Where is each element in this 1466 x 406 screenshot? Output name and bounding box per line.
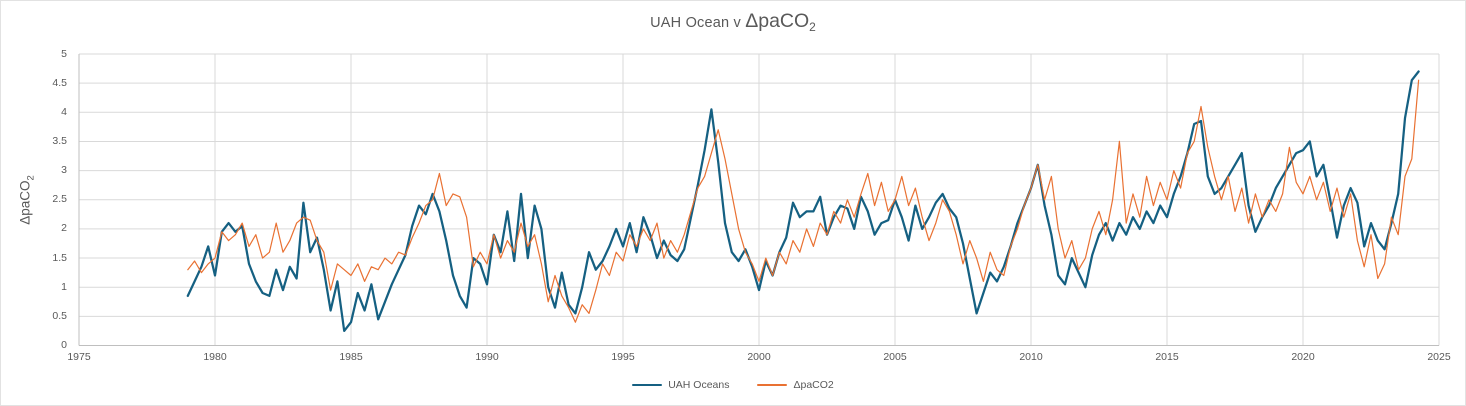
y-tick-label: 5 — [61, 47, 67, 60]
legend: UAH Oceans ΔpaCO2 — [1, 375, 1465, 395]
legend-label-dpaco2: ΔpaCO2 — [793, 379, 834, 391]
y-tick-label: 4 — [61, 105, 67, 118]
y-tick-label: 3.5 — [52, 134, 67, 147]
x-tick-label: 2025 — [1427, 351, 1451, 363]
dpaco2-line — [187, 79, 1420, 323]
chart-title-subscript: 2 — [809, 20, 816, 35]
x-tick-label: 2015 — [1155, 351, 1179, 363]
x-tick-label: 2005 — [883, 351, 907, 363]
y-tick-label: 1 — [61, 280, 67, 293]
legend-swatch-dpaco2 — [757, 384, 788, 386]
x-tick-label: 2000 — [747, 351, 771, 363]
y-tick-label: 0 — [61, 339, 67, 351]
x-tick-label: 2020 — [1291, 351, 1315, 363]
y-tick-label: 1.5 — [52, 251, 67, 264]
x-tick-label: 1985 — [339, 351, 363, 363]
chart-title-prefix: UAH Ocean v — [650, 15, 746, 31]
y-tick-label: 4.5 — [52, 76, 67, 89]
legend-swatch-uah-oceans — [632, 383, 663, 387]
x-tick-label: 1975 — [67, 351, 91, 363]
legend-item-dpaco2: ΔpaCO2 — [757, 379, 834, 391]
y-tick-label: 3 — [61, 164, 67, 177]
legend-label-uah-oceans: UAH Oceans — [668, 379, 730, 391]
legend-item-uah-oceans: UAH Oceans — [632, 379, 729, 391]
x-tick-label: 2010 — [1019, 351, 1043, 363]
y-tick-label: 2.5 — [52, 193, 67, 206]
chart-title-delta: ΔpaCO — [745, 10, 810, 32]
x-tick-label: 1990 — [475, 351, 499, 363]
y-tick-label: 0.5 — [52, 309, 67, 322]
x-tick-label: 1995 — [611, 351, 635, 363]
y-tick-label: 2 — [61, 222, 67, 235]
x-tick-label: 1980 — [203, 351, 227, 363]
uah-oceans-line — [186, 70, 1420, 333]
chart-title: UAH Ocean v ΔpaCO2 — [1, 10, 1465, 34]
